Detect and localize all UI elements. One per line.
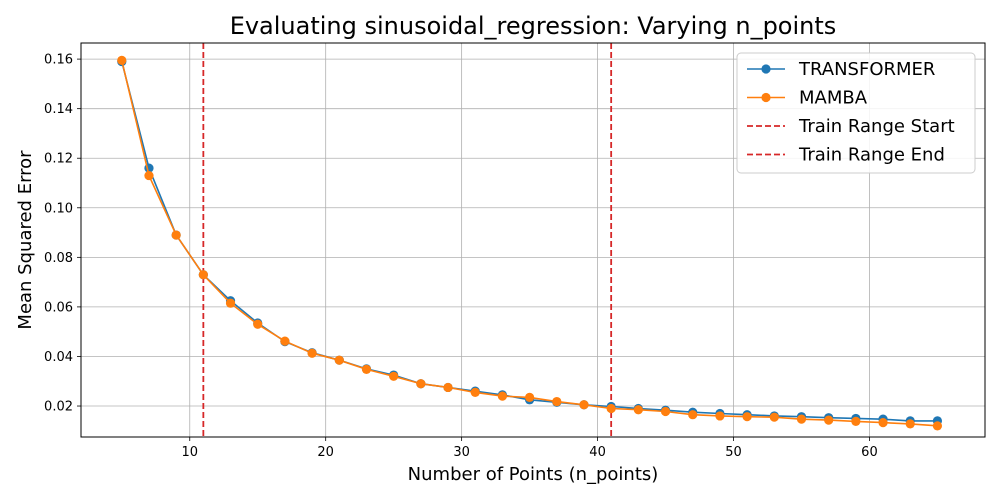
x-tick-label: 30 — [453, 445, 470, 460]
data-point — [253, 319, 263, 329]
y-tick-label: 0.08 — [44, 251, 73, 266]
data-point — [905, 419, 915, 429]
data-point — [932, 421, 943, 431]
data-point — [525, 392, 535, 402]
y-tick-label: 0.06 — [44, 300, 73, 315]
x-tick-label: 50 — [725, 445, 742, 460]
data-point — [579, 400, 589, 410]
data-point — [715, 411, 725, 421]
data-point — [851, 416, 861, 426]
legend-item: Train Range Start — [747, 116, 955, 137]
legend-label: TRANSFORMER — [798, 59, 935, 80]
x-tick-label: 10 — [181, 445, 198, 460]
data-point — [225, 298, 236, 308]
chart-title: Evaluating sinusoidal_regression: Varyin… — [230, 12, 837, 40]
data-point — [334, 355, 344, 365]
legend-label: MAMBA — [799, 88, 868, 109]
y-tick-label: 0.14 — [44, 102, 73, 117]
y-tick-label: 0.12 — [44, 152, 73, 167]
y-tick-label: 0.10 — [44, 201, 73, 216]
data-point — [443, 382, 453, 393]
x-tick-label: 20 — [317, 445, 334, 460]
data-point — [769, 412, 779, 422]
x-tick-label: 40 — [589, 445, 606, 460]
data-point — [660, 406, 671, 417]
data-point — [470, 387, 480, 397]
legend-box — [736, 52, 976, 174]
y-tick-label: 0.16 — [44, 53, 73, 68]
data-point — [606, 403, 616, 414]
legend-marker — [761, 64, 771, 74]
data-point — [361, 364, 372, 374]
data-point — [824, 415, 834, 425]
legend-item: Train Range End — [747, 145, 945, 166]
x-axis-label: Number of Points (n_points) — [408, 464, 659, 485]
series-layer — [117, 55, 943, 431]
data-point — [117, 55, 127, 65]
legend-item: TRANSFORMER — [747, 59, 935, 80]
x-tick-label: 60 — [861, 445, 878, 460]
y-axis: 0.02 0.04 0.06 0.08 0.10 0.12 0.14 0.16 — [44, 53, 81, 415]
legend-marker — [761, 92, 771, 103]
y-tick-label: 0.02 — [44, 400, 73, 415]
legend-label: Train Range End — [798, 145, 945, 166]
data-point — [198, 270, 208, 280]
data-point — [796, 414, 807, 424]
data-point — [552, 396, 562, 407]
data-point — [633, 405, 643, 415]
legend-item: MAMBA — [747, 88, 868, 109]
data-point — [497, 391, 508, 401]
data-point — [280, 336, 290, 346]
data-point — [688, 410, 698, 420]
data-point — [171, 230, 181, 240]
x-axis: 10 20 30 40 50 60 — [181, 437, 878, 460]
legend-label: Train Range Start — [798, 116, 955, 137]
data-point — [144, 170, 154, 181]
y-tick-label: 0.04 — [44, 350, 73, 365]
data-point — [416, 379, 426, 389]
data-point — [389, 371, 399, 381]
series-mamba — [117, 55, 943, 431]
data-point — [878, 418, 888, 428]
legend: TRANSFORMER MAMBA Train Range Start Train R… — [736, 52, 976, 174]
data-point — [307, 348, 317, 358]
data-point — [742, 412, 752, 422]
y-axis-label: Mean Squared Error — [15, 150, 36, 330]
reference-lines — [202, 43, 613, 437]
plot-frame — [80, 42, 986, 438]
